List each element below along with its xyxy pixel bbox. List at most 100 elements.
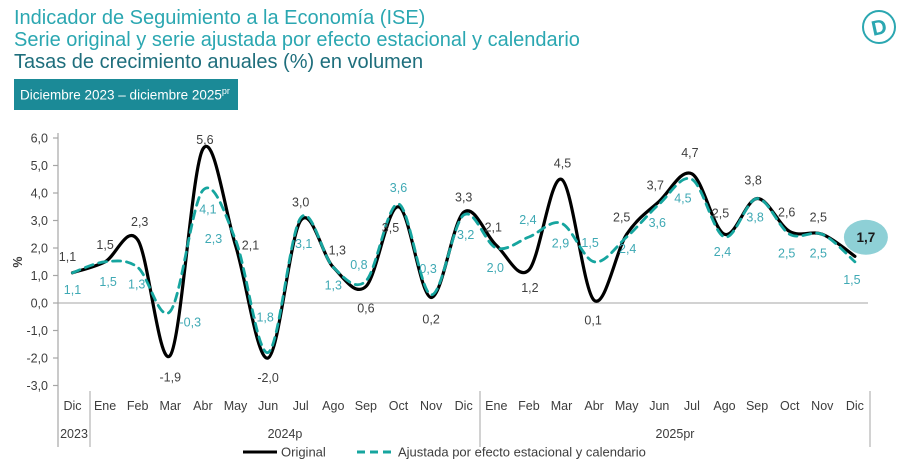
chart-title: Indicador de Seguimiento a la Economía (… bbox=[14, 7, 426, 29]
y-tick-label: -3,0 bbox=[26, 379, 48, 393]
month-label: Dic bbox=[455, 399, 473, 413]
y-tick-label: 1,0 bbox=[31, 269, 48, 283]
month-label: Sep bbox=[355, 399, 377, 413]
data-label-ajustada: 4,1 bbox=[199, 202, 216, 216]
data-label-original: 2,5 bbox=[712, 206, 729, 220]
period-badge-sup: pr bbox=[221, 86, 230, 96]
data-label-original: 4,7 bbox=[681, 146, 698, 160]
data-label-ajustada: 1,5 bbox=[581, 236, 598, 250]
data-label-ajustada: 3,8 bbox=[746, 211, 763, 225]
data-label-original: 2,5 bbox=[613, 210, 630, 224]
y-tick-label: -1,0 bbox=[26, 324, 48, 338]
data-label-original: 1,1 bbox=[59, 250, 76, 264]
data-label-ajustada: 1,3 bbox=[128, 277, 145, 291]
highlight-label: 1,7 bbox=[857, 230, 876, 245]
data-label-original: 3,3 bbox=[455, 190, 472, 204]
year-label: 2025pr bbox=[656, 427, 695, 441]
data-label-ajustada: 3,2 bbox=[457, 228, 474, 242]
data-label-ajustada: 1,5 bbox=[843, 273, 860, 287]
month-label: Ene bbox=[485, 399, 507, 413]
month-label: Mar bbox=[160, 399, 182, 413]
series-original-line bbox=[70, 144, 857, 360]
month-label: Abr bbox=[193, 399, 212, 413]
month-label: Abr bbox=[584, 399, 603, 413]
chart-subtitle-units: Tasas de crecimiento anuales (%) en volu… bbox=[14, 51, 424, 73]
y-tick-label: -2,0 bbox=[26, 352, 48, 366]
data-label-original: 2,6 bbox=[778, 206, 795, 220]
period-badge: Diciembre 2023 – diciembre 2025pr bbox=[14, 79, 238, 110]
data-label-ajustada: 2,5 bbox=[778, 246, 795, 260]
data-label-original: 2,3 bbox=[131, 215, 148, 229]
data-label-original: 5,6 bbox=[196, 133, 213, 147]
data-label-ajustada: 1,5 bbox=[99, 275, 116, 289]
data-label-ajustada: 2,4 bbox=[519, 213, 536, 227]
period-badge-text: Diciembre 2023 – diciembre 2025 bbox=[20, 87, 222, 103]
data-label-ajustada: 2,4 bbox=[714, 245, 731, 259]
data-label-ajustada: 2,0 bbox=[487, 261, 504, 275]
data-label-ajustada: 3,6 bbox=[649, 216, 666, 230]
month-label: May bbox=[615, 399, 639, 413]
data-label-ajustada: -0,3 bbox=[180, 315, 202, 329]
data-label-ajustada: 3,6 bbox=[390, 181, 407, 195]
month-label: Jun bbox=[258, 399, 278, 413]
data-label-ajustada: 2,3 bbox=[205, 232, 222, 246]
data-label-ajustada: 0,3 bbox=[419, 262, 436, 276]
data-label-ajustada: 2,5 bbox=[810, 246, 827, 260]
data-label-ajustada: -1,8 bbox=[252, 311, 274, 325]
data-label-original: 4,5 bbox=[554, 156, 571, 170]
month-label: Feb bbox=[127, 399, 149, 413]
month-label: Oct bbox=[780, 399, 800, 413]
data-label-original: -2,0 bbox=[257, 371, 279, 385]
data-label-original: 0,1 bbox=[584, 313, 601, 327]
data-label-original: 3,7 bbox=[647, 178, 664, 192]
data-label-original: 3,5 bbox=[382, 221, 399, 235]
data-label-original: 2,5 bbox=[810, 210, 827, 224]
legend-original-label: Original bbox=[281, 445, 326, 460]
y-tick-label: 5,0 bbox=[31, 159, 48, 173]
data-label-original: 2,1 bbox=[485, 220, 502, 234]
chart-subtitle: Serie original y serie ajustada por efec… bbox=[14, 29, 580, 51]
month-label: May bbox=[224, 399, 248, 413]
data-label-original: 0,6 bbox=[357, 302, 374, 316]
y-tick-label: 3,0 bbox=[31, 214, 48, 228]
data-label-original: 1,5 bbox=[96, 238, 113, 252]
data-label-ajustada: 2,4 bbox=[619, 242, 636, 256]
dane-logo-icon: D bbox=[862, 10, 896, 44]
month-label: Mar bbox=[551, 399, 573, 413]
legend-ajustada-label: Ajustada por efecto estacional y calenda… bbox=[398, 445, 646, 460]
month-label: Dic bbox=[63, 399, 81, 413]
year-label: 2023 bbox=[60, 427, 88, 441]
y-tick-label: 2,0 bbox=[31, 242, 48, 256]
month-label: Nov bbox=[420, 399, 443, 413]
month-label: Oct bbox=[389, 399, 409, 413]
y-tick-label: 4,0 bbox=[31, 187, 48, 201]
month-label: Dic bbox=[846, 399, 864, 413]
month-label: Feb bbox=[518, 399, 540, 413]
month-label: Jun bbox=[649, 399, 669, 413]
logo-letter: D bbox=[869, 15, 889, 41]
month-label: Sep bbox=[746, 399, 768, 413]
month-label: Ene bbox=[94, 399, 116, 413]
data-label-original: 1,3 bbox=[329, 243, 346, 257]
y-axis-title: % bbox=[11, 256, 25, 267]
data-label-ajustada: 1,3 bbox=[325, 278, 342, 292]
data-label-ajustada: 4,5 bbox=[674, 191, 691, 205]
data-label-original: 3,8 bbox=[744, 174, 761, 188]
data-label-original: 3,0 bbox=[292, 196, 309, 210]
year-label: 2024p bbox=[268, 427, 303, 441]
series-ajustada-line bbox=[71, 177, 857, 354]
title-block: Indicador de Seguimiento a la Economía (… bbox=[14, 7, 580, 110]
data-label-original: -1,9 bbox=[160, 370, 182, 384]
y-tick-label: 6,0 bbox=[31, 132, 48, 146]
month-label: Jul bbox=[293, 399, 309, 413]
month-label: Ago bbox=[713, 399, 735, 413]
month-label: Jul bbox=[684, 399, 700, 413]
data-label-original: 2,1 bbox=[242, 238, 259, 252]
data-label-original: 1,2 bbox=[521, 281, 538, 295]
data-label-ajustada: 2,9 bbox=[552, 236, 569, 250]
month-label: Ago bbox=[322, 399, 344, 413]
y-tick-label: 0,0 bbox=[31, 297, 48, 311]
month-label: Nov bbox=[811, 399, 834, 413]
